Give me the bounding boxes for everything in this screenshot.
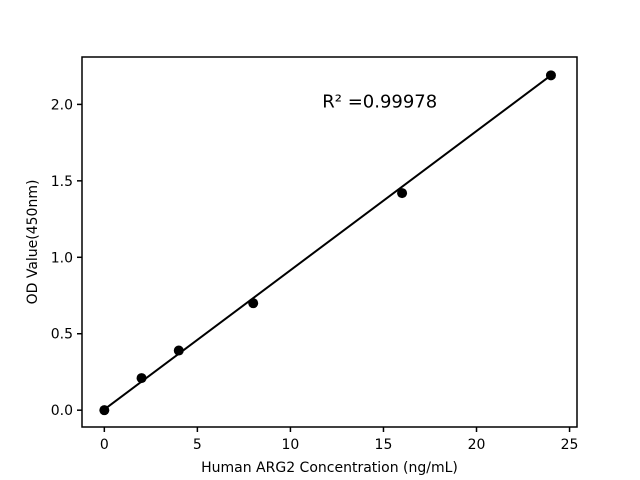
data-point: [545, 70, 556, 81]
x-axis-label: Human ARG2 Concentration (ng/mL): [201, 460, 458, 476]
fit-line: [103, 74, 552, 411]
x-tick-label: 10: [282, 437, 300, 453]
x-tick-label: 20: [468, 437, 486, 453]
data-point: [248, 298, 259, 309]
plot-area-border: [81, 56, 578, 428]
data-point: [99, 405, 110, 416]
data-point: [136, 373, 147, 384]
axis-tick-labels: 0 5 10 15 20 25 0.0 0.5 1.0 1.5 2.0: [51, 97, 579, 453]
r-squared-annotation: R² =0.99978: [322, 91, 437, 112]
x-tick-label: 15: [375, 437, 393, 453]
y-tick-label: 0.5: [51, 327, 73, 343]
axis-ticks: [77, 103, 571, 432]
x-tick-label: 0: [100, 437, 109, 453]
y-tick-label: 2.0: [51, 97, 73, 113]
x-tick-label: 5: [193, 437, 202, 453]
x-tick-label: 25: [561, 437, 579, 453]
y-tick-label: 1.0: [51, 250, 73, 266]
data-points: [99, 70, 556, 416]
y-tick-label: 0.0: [51, 403, 73, 419]
y-tick-label: 1.5: [51, 174, 73, 190]
y-axis-label: OD Value(450nm): [25, 180, 41, 305]
data-point: [173, 345, 184, 356]
data-point: [397, 188, 408, 199]
